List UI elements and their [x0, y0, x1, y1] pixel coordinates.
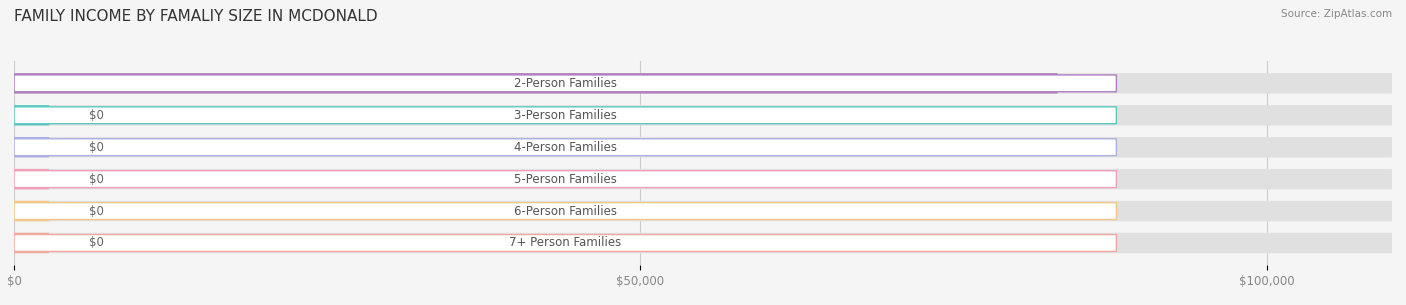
FancyBboxPatch shape — [14, 233, 1392, 253]
FancyBboxPatch shape — [14, 107, 1116, 124]
Text: 3-Person Families: 3-Person Families — [513, 109, 617, 122]
FancyBboxPatch shape — [14, 137, 1392, 157]
FancyBboxPatch shape — [14, 171, 1116, 188]
Text: $0: $0 — [89, 109, 104, 122]
Text: Source: ZipAtlas.com: Source: ZipAtlas.com — [1281, 9, 1392, 19]
Text: 6-Person Families: 6-Person Families — [513, 205, 617, 217]
FancyBboxPatch shape — [14, 235, 1116, 251]
FancyBboxPatch shape — [14, 169, 1392, 189]
Text: 5-Person Families: 5-Person Families — [513, 173, 617, 186]
Text: 7+ Person Families: 7+ Person Families — [509, 236, 621, 249]
FancyBboxPatch shape — [14, 139, 1116, 156]
Text: $0: $0 — [89, 141, 104, 154]
FancyBboxPatch shape — [14, 233, 49, 253]
FancyBboxPatch shape — [14, 201, 1392, 221]
FancyBboxPatch shape — [14, 201, 49, 221]
Text: $0: $0 — [89, 205, 104, 217]
FancyBboxPatch shape — [14, 73, 1392, 94]
Text: FAMILY INCOME BY FAMALIY SIZE IN MCDONALD: FAMILY INCOME BY FAMALIY SIZE IN MCDONAL… — [14, 9, 378, 24]
Text: 4-Person Families: 4-Person Families — [513, 141, 617, 154]
FancyBboxPatch shape — [14, 169, 49, 189]
Text: $0: $0 — [89, 173, 104, 186]
Text: $0: $0 — [89, 236, 104, 249]
FancyBboxPatch shape — [14, 75, 1116, 92]
FancyBboxPatch shape — [14, 203, 1116, 220]
FancyBboxPatch shape — [14, 105, 49, 125]
Text: $83,300: $83,300 — [984, 77, 1032, 90]
Text: 2-Person Families: 2-Person Families — [513, 77, 617, 90]
FancyBboxPatch shape — [14, 105, 1392, 125]
FancyBboxPatch shape — [14, 73, 1057, 94]
FancyBboxPatch shape — [14, 137, 49, 157]
